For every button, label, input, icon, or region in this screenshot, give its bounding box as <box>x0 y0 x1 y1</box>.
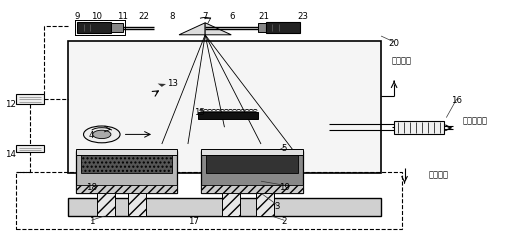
Text: 18: 18 <box>86 183 97 192</box>
Text: 10: 10 <box>91 12 102 21</box>
Bar <box>201 149 303 155</box>
Text: 23: 23 <box>297 12 309 21</box>
Circle shape <box>84 126 120 143</box>
Text: 5: 5 <box>282 144 287 153</box>
Bar <box>81 155 172 173</box>
Text: 13: 13 <box>167 79 178 89</box>
Text: 12: 12 <box>5 100 16 109</box>
Bar <box>16 145 44 152</box>
Bar <box>201 151 303 193</box>
Bar <box>198 112 258 119</box>
Text: 14: 14 <box>5 150 16 159</box>
Bar <box>256 193 274 216</box>
Text: 2: 2 <box>282 217 287 227</box>
Text: 17: 17 <box>187 217 199 227</box>
Text: 冷却水出: 冷却水出 <box>392 57 412 66</box>
Text: 21: 21 <box>258 12 269 21</box>
Polygon shape <box>158 84 166 87</box>
Bar <box>206 155 298 173</box>
Bar <box>201 185 303 193</box>
Text: 1: 1 <box>89 217 94 227</box>
Bar <box>394 121 444 134</box>
Bar <box>77 22 111 33</box>
Bar <box>68 41 381 173</box>
Bar <box>16 172 402 229</box>
Bar <box>76 151 177 193</box>
Polygon shape <box>179 23 205 35</box>
Text: 至除尘设备: 至除尘设备 <box>462 117 488 126</box>
Text: 11: 11 <box>117 12 128 21</box>
Bar <box>68 198 381 216</box>
Bar <box>75 20 125 35</box>
Text: 15: 15 <box>194 108 205 117</box>
Text: 16: 16 <box>451 96 462 105</box>
Bar <box>128 193 146 216</box>
Text: 19: 19 <box>279 183 290 192</box>
Bar <box>76 185 177 193</box>
Text: 冷却水进: 冷却水进 <box>429 171 448 180</box>
Text: 9: 9 <box>75 12 80 21</box>
Text: 7: 7 <box>203 12 208 21</box>
Bar <box>76 149 177 155</box>
Text: 4: 4 <box>89 131 94 140</box>
Text: 20: 20 <box>388 39 400 48</box>
Bar <box>97 193 115 216</box>
Bar <box>111 23 123 32</box>
Text: 22: 22 <box>138 12 149 21</box>
Text: 3: 3 <box>274 202 279 211</box>
Bar <box>75 20 125 35</box>
Bar <box>222 193 240 216</box>
Bar <box>16 94 44 104</box>
Polygon shape <box>205 23 231 35</box>
Text: 8: 8 <box>170 12 175 21</box>
Bar <box>258 23 269 32</box>
Text: 6: 6 <box>230 12 235 21</box>
Circle shape <box>93 130 111 139</box>
Bar <box>266 22 300 33</box>
